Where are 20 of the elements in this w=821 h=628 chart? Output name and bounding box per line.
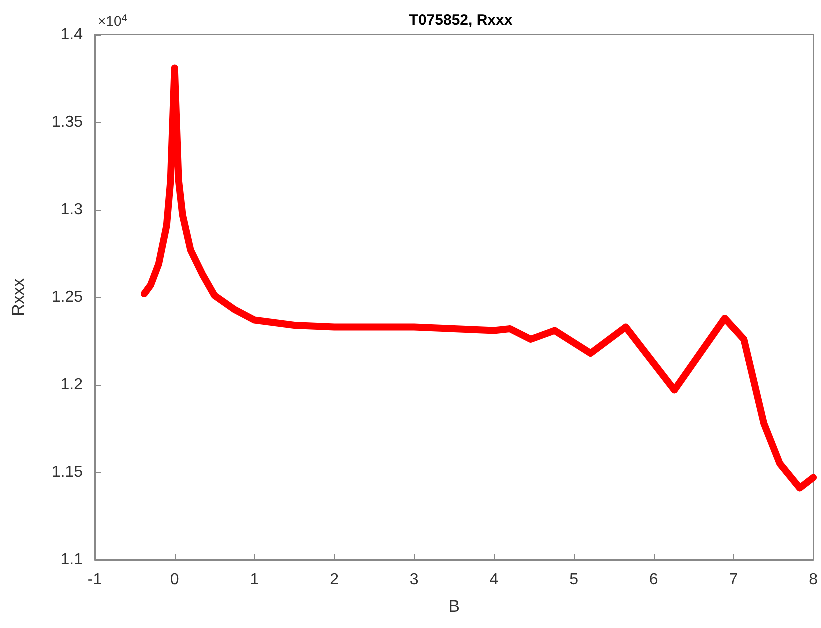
x-tick-label: 2 bbox=[330, 572, 340, 588]
y-axis-title: Rxxx bbox=[9, 278, 28, 316]
y-tick-label: 1.1 bbox=[60, 552, 84, 568]
x-tick-label: 6 bbox=[649, 572, 658, 588]
y-tick-label: 1.3 bbox=[60, 202, 84, 218]
y-tick-label: 1.25 bbox=[52, 289, 84, 306]
x-tick-label: 1 bbox=[250, 572, 260, 588]
x-tick-label: -1 bbox=[88, 572, 102, 588]
x-axis-title: B bbox=[448, 597, 460, 616]
x-tick-label: 8 bbox=[809, 572, 818, 588]
chart-title: T075852, Rxxx bbox=[409, 12, 514, 29]
y-tick-label: 1.15 bbox=[52, 464, 84, 481]
y-tick-label: 1.4 bbox=[60, 26, 84, 44]
x-tick-label: 7 bbox=[729, 572, 738, 588]
y-tick-label: 1.2 bbox=[60, 376, 84, 394]
x-tick-label: 5 bbox=[570, 572, 579, 588]
x-tick-label: 0 bbox=[170, 572, 180, 588]
y-tick-label: 1.35 bbox=[52, 114, 84, 131]
x-tick-label: 3 bbox=[410, 572, 419, 588]
x-tick-label: 4 bbox=[490, 572, 499, 588]
